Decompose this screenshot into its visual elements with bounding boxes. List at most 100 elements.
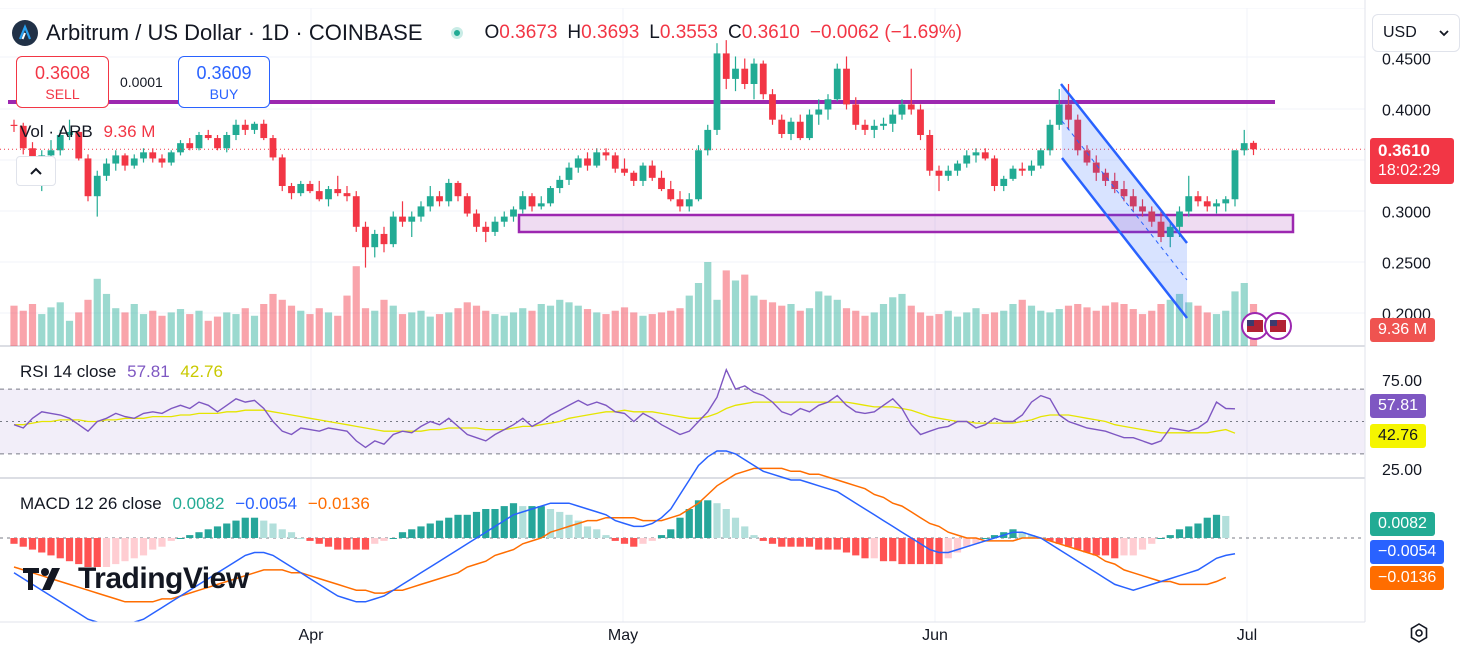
- candle: [991, 155, 998, 192]
- macd-legend-label: MACD 12 26 close: [20, 494, 162, 513]
- volume-bar: [65, 320, 74, 346]
- candle: [1037, 148, 1045, 169]
- candle-body: [1203, 201, 1211, 207]
- currency-select[interactable]: USD: [1372, 14, 1460, 52]
- macd-histogram-bar: [805, 538, 814, 547]
- candle-body: [241, 124, 249, 130]
- candle-body: [75, 131, 83, 159]
- high-value: 0.3693: [581, 22, 640, 43]
- macd-histogram-bar: [981, 538, 989, 539]
- candle: [112, 150, 120, 171]
- volume-bar: [574, 305, 582, 346]
- candle: [824, 94, 832, 120]
- volume-bar: [1074, 304, 1082, 346]
- volume-bar: [1037, 310, 1045, 346]
- candle: [732, 56, 739, 92]
- macd-histogram-bar: [713, 503, 721, 538]
- macd-histogram-bar: [889, 538, 897, 562]
- macd-histogram-bar: [1203, 517, 1211, 538]
- symbol-title[interactable]: Arbitrum / US Dollar · 1D · COINBASE: [46, 20, 423, 45]
- rsi-legend[interactable]: RSI 14 close 57.81 42.76: [20, 362, 229, 382]
- candle: [500, 211, 508, 227]
- macd-histogram-bar: [870, 538, 878, 559]
- macd-histogram-bar: [676, 517, 684, 538]
- candle-body: [112, 155, 120, 164]
- candle-body: [408, 216, 416, 222]
- candle: [491, 216, 499, 236]
- candle-body: [426, 196, 434, 207]
- macd-histogram-bar: [93, 538, 101, 567]
- candle: [907, 68, 915, 115]
- macd-histogram-bar: [852, 538, 860, 556]
- candle-body: [806, 114, 813, 139]
- candle-body: [944, 170, 952, 176]
- buy-button[interactable]: 0.3609 BUY: [178, 56, 270, 108]
- volume-bar: [130, 304, 138, 346]
- candle: [297, 180, 305, 197]
- volume-bar: [334, 315, 342, 346]
- candle: [186, 138, 194, 151]
- macd-histogram-bar: [491, 509, 499, 538]
- time-tick-label: Apr: [299, 627, 325, 644]
- rsi-legend-label: RSI 14 close: [20, 362, 117, 381]
- volume-bar: [389, 305, 397, 346]
- candle-body: [547, 188, 554, 204]
- macd-histogram-bar: [213, 526, 222, 538]
- collapse-legend-button[interactable]: [16, 156, 56, 186]
- channel-lower-line: [1061, 157, 1188, 319]
- macd-histogram-bar: [731, 517, 740, 538]
- candle-body: [935, 170, 943, 176]
- candle-body: [1092, 162, 1100, 173]
- macd-hist-tag: 0.0082: [1370, 512, 1435, 536]
- volume-bar: [19, 310, 27, 346]
- candle: [371, 229, 379, 258]
- volume-bar: [694, 283, 703, 346]
- volume-bar: [1148, 310, 1156, 346]
- volume-legend[interactable]: Vol · ARB 9.36 M: [20, 122, 161, 142]
- candle: [204, 129, 212, 141]
- candle-body: [593, 152, 601, 166]
- candle: [473, 209, 480, 232]
- sell-button[interactable]: 0.3608 SELL: [16, 56, 109, 108]
- volume-legend-value: 9.36 M: [103, 122, 156, 141]
- candle-body: [880, 123, 887, 126]
- low-key: L: [649, 22, 660, 43]
- macd-histogram-bar: [102, 538, 111, 567]
- candle: [167, 150, 175, 166]
- macd-histogram-bar: [926, 538, 934, 565]
- candle: [445, 178, 453, 207]
- candle: [1083, 145, 1091, 166]
- candle: [574, 155, 582, 173]
- volume-bar: [639, 315, 647, 346]
- macd-histogram-bar: [704, 500, 712, 538]
- candle-body: [907, 104, 915, 110]
- macd-histogram-bar: [408, 529, 416, 538]
- candle: [306, 180, 314, 194]
- candle: [84, 154, 92, 202]
- volume-tag: 9.36 M: [1370, 318, 1435, 342]
- candle: [75, 129, 83, 161]
- volume-bar: [842, 308, 851, 346]
- high-key: H: [567, 22, 582, 43]
- volume-bar: [1092, 310, 1100, 346]
- volume-bar: [1009, 304, 1017, 346]
- candle: [935, 165, 943, 192]
- last-price-value: 0.3610: [1378, 141, 1430, 160]
- macd-legend[interactable]: MACD 12 26 close 0.0082 −0.0054 −0.0136: [20, 494, 376, 514]
- macd-histogram-bar: [787, 538, 795, 547]
- candle: [584, 152, 591, 171]
- candle-body: [954, 163, 961, 171]
- candle-body: [519, 196, 527, 210]
- candle: [880, 117, 887, 130]
- macd-histogram-bar: [112, 538, 120, 565]
- volume-bar: [1111, 302, 1119, 346]
- volume-bar: [371, 310, 379, 346]
- sell-price: 0.3608: [34, 63, 91, 83]
- macd-histogram-bar: [28, 538, 37, 550]
- candle-body: [325, 189, 332, 200]
- macd-histogram-bar: [593, 529, 601, 538]
- tradingview-logo[interactable]: TradingView: [22, 562, 249, 596]
- candle-body: [917, 109, 924, 135]
- macd-histogram-bar: [1101, 538, 1110, 556]
- settings-icon[interactable]: [1404, 618, 1434, 648]
